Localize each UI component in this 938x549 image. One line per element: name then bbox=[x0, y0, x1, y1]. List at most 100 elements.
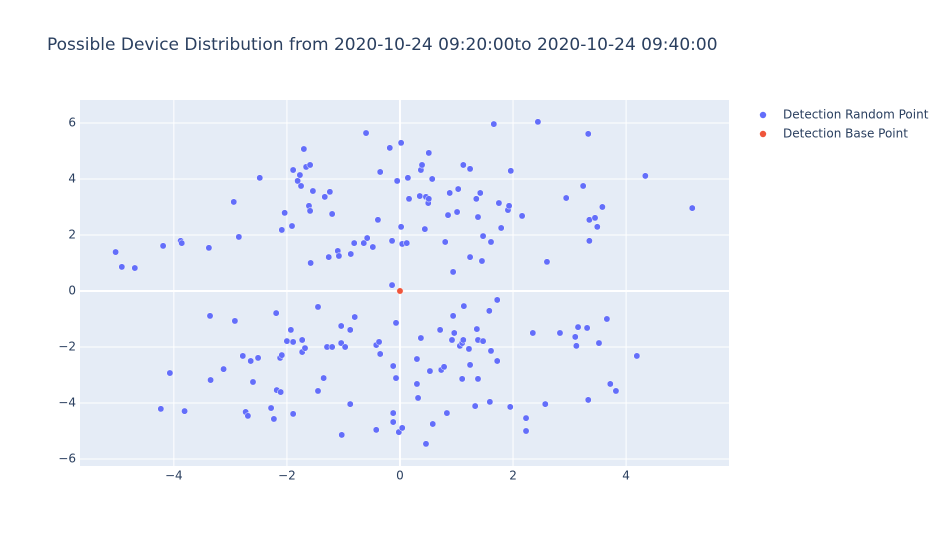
data-point bbox=[450, 329, 458, 337]
data-point bbox=[131, 264, 139, 272]
data-point bbox=[579, 182, 587, 190]
data-point bbox=[369, 243, 377, 251]
data-point bbox=[603, 315, 611, 323]
data-point bbox=[389, 409, 397, 417]
data-point bbox=[428, 175, 436, 183]
data-point bbox=[474, 213, 482, 221]
data-point bbox=[476, 189, 484, 197]
data-point bbox=[543, 258, 551, 266]
y-tick-label: −2 bbox=[58, 339, 76, 353]
data-point bbox=[314, 303, 322, 311]
data-point bbox=[593, 223, 601, 231]
legend-marker bbox=[759, 130, 767, 138]
data-point bbox=[239, 352, 247, 360]
data-point bbox=[392, 374, 400, 382]
data-point bbox=[448, 336, 456, 344]
data-point bbox=[393, 177, 401, 185]
data-point bbox=[446, 189, 454, 197]
data-point bbox=[405, 195, 413, 203]
data-point bbox=[207, 376, 215, 384]
data-point bbox=[413, 380, 421, 388]
data-point bbox=[376, 350, 384, 358]
data-point bbox=[206, 312, 214, 320]
data-point bbox=[338, 431, 346, 439]
data-point bbox=[413, 355, 421, 363]
data-point bbox=[466, 165, 474, 173]
data-point bbox=[181, 407, 189, 415]
data-point bbox=[289, 338, 297, 346]
data-point bbox=[306, 207, 314, 215]
data-point bbox=[606, 380, 614, 388]
data-point bbox=[612, 387, 620, 395]
y-tick-label: 4 bbox=[68, 171, 76, 185]
data-point bbox=[453, 208, 461, 216]
y-tick-label: 0 bbox=[68, 283, 76, 297]
data-point bbox=[414, 394, 422, 402]
data-point bbox=[505, 202, 513, 210]
data-point bbox=[296, 171, 304, 179]
data-point bbox=[417, 334, 425, 342]
data-point bbox=[418, 161, 426, 169]
data-point bbox=[495, 199, 503, 207]
data-point bbox=[416, 192, 424, 200]
data-point bbox=[360, 239, 368, 247]
data-point bbox=[281, 209, 289, 217]
y-tick-label: −6 bbox=[58, 451, 76, 465]
data-point bbox=[522, 414, 530, 422]
data-point bbox=[449, 268, 457, 276]
data-point bbox=[392, 319, 400, 327]
data-point bbox=[444, 211, 452, 219]
data-point bbox=[425, 149, 433, 157]
data-point bbox=[506, 403, 514, 411]
data-point bbox=[244, 412, 252, 420]
chart-title: Possible Device Distribution from 2020-1… bbox=[47, 35, 718, 55]
data-point bbox=[388, 237, 396, 245]
data-point bbox=[486, 398, 494, 406]
data-point bbox=[404, 174, 412, 182]
data-point bbox=[585, 237, 593, 245]
data-point bbox=[429, 420, 437, 428]
data-point bbox=[362, 129, 370, 137]
data-point bbox=[436, 326, 444, 334]
data-point bbox=[267, 404, 275, 412]
data-point bbox=[300, 145, 308, 153]
data-point bbox=[584, 130, 592, 138]
data-point bbox=[278, 351, 286, 359]
data-point bbox=[220, 365, 228, 373]
data-point bbox=[641, 172, 649, 180]
data-point bbox=[479, 232, 487, 240]
data-point bbox=[249, 378, 257, 386]
data-point bbox=[459, 161, 467, 169]
data-point bbox=[254, 354, 262, 362]
data-point bbox=[294, 177, 302, 185]
data-point bbox=[389, 362, 397, 370]
data-point bbox=[231, 317, 239, 325]
data-point bbox=[421, 225, 429, 233]
data-point bbox=[454, 185, 462, 193]
data-point bbox=[277, 388, 285, 396]
data-point bbox=[118, 263, 126, 271]
data-point bbox=[347, 250, 355, 258]
data-point bbox=[459, 336, 467, 344]
data-point bbox=[595, 339, 603, 347]
data-point bbox=[328, 343, 336, 351]
data-point bbox=[490, 120, 498, 128]
data-point bbox=[247, 357, 255, 365]
data-point bbox=[688, 204, 696, 212]
x-tick-label: −2 bbox=[278, 469, 296, 483]
data-point bbox=[374, 216, 382, 224]
data-point bbox=[541, 400, 549, 408]
data-point bbox=[309, 187, 317, 195]
data-point bbox=[562, 194, 570, 202]
data-point bbox=[289, 410, 297, 418]
data-point bbox=[534, 118, 542, 126]
data-point bbox=[351, 313, 359, 321]
data-point bbox=[230, 198, 238, 206]
x-tick-label: 0 bbox=[396, 469, 404, 483]
data-point bbox=[314, 387, 322, 395]
data-point bbox=[449, 312, 457, 320]
data-point bbox=[307, 259, 315, 267]
data-point bbox=[278, 226, 286, 234]
data-point bbox=[178, 239, 186, 247]
data-point bbox=[487, 238, 495, 246]
